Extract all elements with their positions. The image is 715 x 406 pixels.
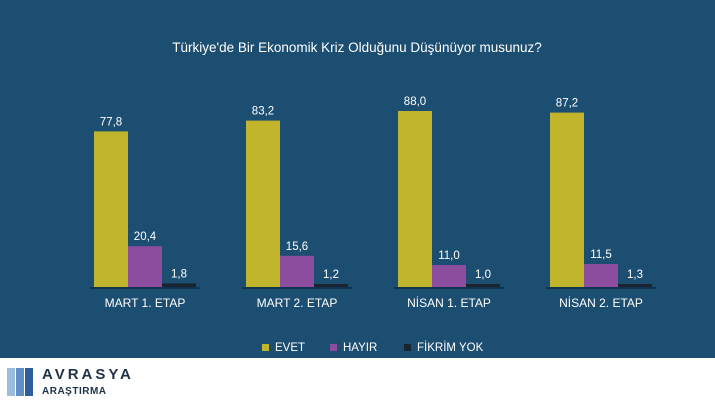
bar-evet-2 bbox=[246, 120, 280, 287]
data-label: 77,8 bbox=[100, 116, 122, 128]
data-label: 1,3 bbox=[627, 269, 643, 281]
baseline bbox=[242, 287, 352, 289]
category-label: NİSAN 2. ETAP bbox=[559, 296, 643, 310]
category-label: MART 2. ETAP bbox=[257, 296, 338, 310]
legend-swatch bbox=[330, 344, 337, 351]
bar-hayir-2 bbox=[280, 255, 314, 287]
bar-evet-4 bbox=[550, 112, 584, 287]
legend-label: FİKRİM YOK bbox=[417, 341, 484, 354]
data-label: 11,0 bbox=[438, 250, 460, 262]
bar-evet-1 bbox=[94, 131, 128, 287]
logo-name: AVRASYA bbox=[42, 366, 134, 383]
bar-hayir-3 bbox=[432, 265, 466, 287]
bar-fi-kri-m-yok-4 bbox=[618, 284, 652, 287]
data-label: 1,0 bbox=[475, 269, 491, 281]
chart: Türkiye'de Bir Ekonomik Kriz Olduğunu Dü… bbox=[90, 40, 656, 354]
category-label: NİSAN 1. ETAP bbox=[407, 296, 491, 310]
legend-swatch bbox=[404, 344, 411, 351]
data-label: 1,2 bbox=[323, 269, 339, 281]
data-label: 15,6 bbox=[286, 241, 308, 253]
legend: EVET HAYIR FİKRİM YOK bbox=[262, 341, 484, 354]
baseline bbox=[394, 287, 504, 289]
legend-label: EVET bbox=[275, 342, 305, 354]
footer: AVRASYA ARAŞTIRMA bbox=[0, 358, 715, 406]
data-label: 1,8 bbox=[171, 268, 187, 280]
chart-title: Türkiye'de Bir Ekonomik Kriz Olduğunu Dü… bbox=[172, 40, 542, 55]
bar-fi-kri-m-yok-1 bbox=[162, 283, 196, 287]
baseline bbox=[546, 287, 656, 289]
logo-mark bbox=[7, 368, 37, 396]
bar-hayir-1 bbox=[128, 246, 162, 287]
data-label: 87,2 bbox=[556, 98, 578, 110]
category-label: MART 1. ETAP bbox=[105, 296, 186, 310]
bar-evet-3 bbox=[398, 111, 432, 287]
legend-label: HAYIR bbox=[343, 342, 377, 354]
data-label: 88,0 bbox=[404, 96, 426, 108]
logo-stripe bbox=[7, 368, 15, 396]
data-label: 83,2 bbox=[252, 106, 274, 118]
bar-fi-kri-m-yok-3 bbox=[466, 284, 500, 287]
bar-fi-kri-m-yok-2 bbox=[314, 284, 348, 287]
baseline bbox=[90, 287, 200, 289]
bars-layer: 77,8 20,4 1,8 MART 1. ETAP 83,2 15,6 1,2 MART 2… bbox=[90, 96, 656, 310]
logo-stripe bbox=[16, 368, 24, 396]
bar-hayir-4 bbox=[584, 264, 618, 287]
logo-stripe bbox=[25, 368, 33, 396]
logo-subtitle: ARAŞTIRMA bbox=[42, 386, 107, 397]
legend-swatch bbox=[262, 344, 269, 351]
data-label: 11,5 bbox=[590, 249, 612, 261]
data-label: 20,4 bbox=[134, 231, 157, 243]
